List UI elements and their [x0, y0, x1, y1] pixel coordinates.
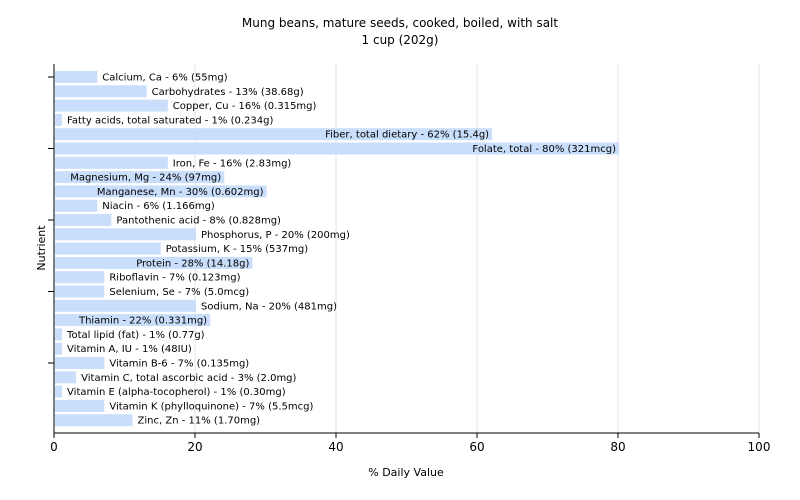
bar-label-3: Fatty acids, total saturated - 1% (0.234… [67, 115, 273, 126]
bar-label-8: Manganese, Mn - 30% (0.602mg) [97, 187, 264, 198]
bar-label-4: Fiber, total dietary - 62% (15.4g) [325, 130, 489, 141]
bar-label-12: Potassium, K - 15% (537mg) [166, 244, 308, 255]
bar-6 [55, 156, 168, 169]
x-tick-label-5: 100 [748, 440, 771, 454]
x-tick-label-2: 40 [328, 440, 343, 454]
bar-4 [55, 128, 493, 141]
bar-label-1: Carbohydrates - 13% (38.68g) [152, 87, 304, 98]
bar-10 [55, 214, 112, 226]
x-tick-label-3: 60 [469, 440, 484, 454]
bar-label-5: Folate, total - 80% (321mcg) [472, 144, 616, 155]
bar-24 [55, 414, 133, 427]
bar-label-17: Thiamin - 22% (0.331mg) [78, 316, 207, 327]
bar-23 [55, 399, 105, 412]
bar-11 [55, 228, 196, 241]
bar-label-9: Niacin - 6% (1.166mg) [102, 201, 215, 212]
bar-label-0: Calcium, Ca - 6% (55mg) [102, 73, 227, 84]
bars: Calcium, Ca - 6% (55mg) Carbohydrates - 1… [55, 71, 619, 427]
bar-label-23: Vitamin K (phylloquinone) - 7% (5.5mcg) [109, 401, 313, 412]
bar-20 [55, 357, 105, 369]
bar-label-24: Zinc, Zn - 11% (1.70mg) [138, 416, 261, 427]
x-tick-label-0: 0 [50, 440, 58, 454]
bar-0 [55, 71, 98, 83]
bar-22 [55, 385, 63, 398]
bar-3 [55, 113, 63, 126]
bar-label-7: Magnesium, Mg - 24% (97mg) [70, 173, 221, 184]
x-tick-label-1: 20 [187, 440, 202, 454]
bar-15 [55, 285, 105, 298]
bar-label-13: Protein - 28% (14.18g) [136, 258, 249, 269]
bar-19 [55, 342, 63, 355]
bar-16 [55, 299, 196, 312]
bar-label-20: Vitamin B-6 - 7% (0.135mg) [109, 359, 249, 370]
bar-label-15: Selenium, Se - 7% (5.0mcg) [109, 287, 249, 298]
bar-label-6: Iron, Fe - 16% (2.83mg) [173, 158, 292, 169]
bar-2 [55, 99, 168, 112]
bar-7 [55, 171, 225, 184]
bar-label-11: Phosphorus, P - 20% (200mg) [201, 230, 350, 241]
bar-21 [55, 371, 77, 384]
x-tick-label-4: 80 [610, 440, 625, 454]
axes: 0 20 40 60 80 100 [48, 64, 770, 454]
gridlines [194, 64, 760, 433]
y-axis-label: Nutrient [35, 225, 48, 271]
chart-subtitle: 1 cup (202g) [362, 33, 439, 47]
bar-14 [55, 271, 105, 284]
bar-18 [55, 328, 63, 341]
bar-label-16: Sodium, Na - 20% (481mg) [201, 301, 337, 312]
bar-9 [55, 199, 98, 212]
bar-8 [55, 185, 267, 198]
bar-5 [55, 142, 619, 155]
bar-label-14: Riboflavin - 7% (0.123mg) [109, 273, 240, 284]
chart-title: Mung beans, mature seeds, cooked, boiled… [242, 16, 558, 30]
x-axis-label: % Daily Value [368, 466, 444, 479]
bar-label-2: Copper, Cu - 16% (0.315mg) [173, 101, 317, 112]
bar-12 [55, 242, 161, 255]
bar-label-18: Total lipid (fat) - 1% (0.77g) [66, 330, 205, 341]
bar-13 [55, 256, 253, 269]
bar-1 [55, 85, 147, 98]
bar-label-22: Vitamin E (alpha-tocopherol) - 1% (0.30m… [67, 387, 286, 398]
bar-17 [55, 314, 211, 327]
bar-label-10: Pantothenic acid - 8% (0.828mg) [116, 216, 281, 227]
bar-label-21: Vitamin C, total ascorbic acid - 3% (2.0… [81, 373, 296, 384]
bar-label-19: Vitamin A, IU - 1% (48IU) [67, 344, 192, 355]
